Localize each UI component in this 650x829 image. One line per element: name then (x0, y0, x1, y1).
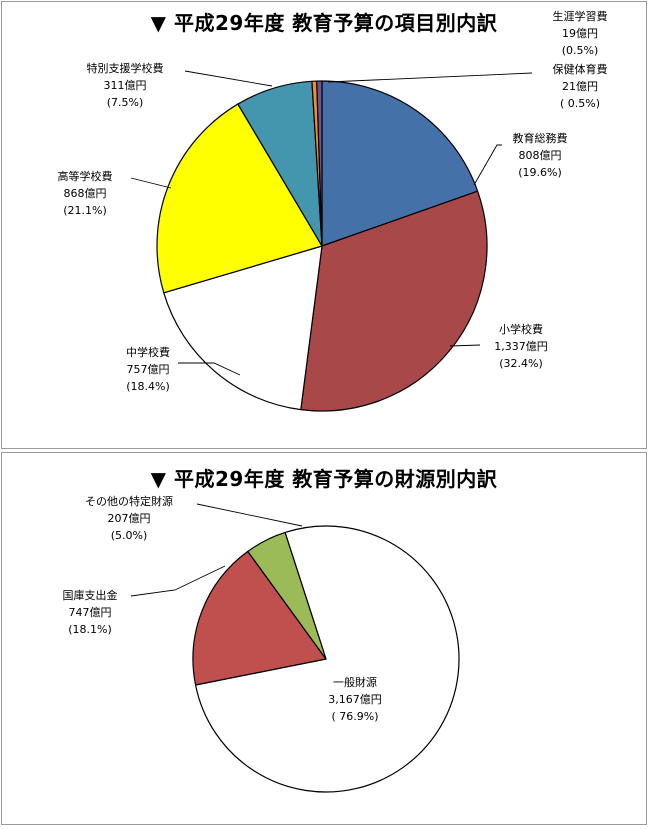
label-general-admin-percent: (19.6%) (518, 166, 562, 179)
pie1-slice-1 (300, 190, 488, 412)
pie2-slice-1 (192, 550, 327, 686)
label-general-funds: 一般財源 3,167億円 ( 76.9%) (315, 674, 395, 725)
label-special-support-name: 特別支援学校費 (86, 62, 164, 75)
label-health-pe-value: 21億円 (562, 80, 598, 93)
label-other-funds: その他の特定財源 207億円 (5.0%) (64, 493, 194, 544)
label-special-support-percent: (7.5%) (106, 96, 144, 109)
pie1-slice-6 (316, 80, 323, 247)
label-special-support: 特別支援学校費 311億円 (7.5%) (70, 60, 180, 111)
label-general-funds-percent: ( 76.9%) (331, 710, 379, 723)
label-national-subsidy-name: 国庫支出金 (62, 589, 118, 602)
pie2-leader-line-0 (196, 503, 303, 527)
label-high-school-value: 868億円 (63, 187, 107, 200)
label-general-admin-name: 教育総務費 (512, 132, 568, 145)
pie2-slice-0 (194, 525, 460, 793)
chart-panel-item-breakdown: ▼ 平成29年度 教育予算の項目別内訳 教育総務費 808億円 (19.6%) … (1, 1, 647, 449)
pie1-slice-3 (156, 103, 323, 294)
label-junior-high-value: 757億円 (126, 363, 170, 376)
chart-title-item-breakdown: ▼ 平成29年度 教育予算の項目別内訳 (150, 11, 498, 35)
pie1-slice-2 (163, 245, 323, 411)
label-junior-high-percent: (18.4%) (126, 380, 170, 393)
label-health-pe-name: 保健体育費 (552, 63, 608, 76)
label-special-support-value: 311億円 (103, 79, 147, 92)
pie1-leader-line-2 (178, 362, 241, 376)
label-high-school-percent: (21.1%) (63, 204, 107, 217)
label-lifelong-learning-percent: (0.5%) (561, 44, 599, 57)
label-elementary: 小学校費 1,337億円 (32.4%) (481, 321, 561, 372)
pie2-slice-2 (247, 531, 327, 660)
label-junior-high: 中学校費 757億円 (18.4%) (108, 344, 188, 395)
label-high-school: 高等学校費 868億円 (21.1%) (40, 168, 130, 219)
pie1-leader-line-1 (449, 344, 481, 347)
label-other-funds-percent: (5.0%) (110, 529, 148, 542)
label-elementary-value: 1,337億円 (494, 340, 548, 353)
label-national-subsidy-value: 747億円 (68, 606, 112, 619)
pie-chart-funding-breakdown (130, 503, 460, 793)
label-general-funds-name: 一般財源 (333, 676, 377, 689)
label-lifelong-learning-value: 19億円 (562, 27, 598, 40)
pie1-leader-line-0 (473, 144, 502, 186)
label-junior-high-name: 中学校費 (126, 346, 170, 359)
pie1-leader-line-3 (130, 177, 172, 189)
label-health-pe: 保健体育費 21億円 ( 0.5%) (540, 61, 620, 112)
label-other-funds-value: 207億円 (107, 512, 151, 525)
label-other-funds-name: その他の特定財源 (85, 495, 173, 508)
chart-title-funding-breakdown: ▼ 平成29年度 教育予算の財源別内訳 (150, 467, 498, 491)
label-elementary-name: 小学校費 (499, 323, 543, 336)
pie1-leader-line-5 (327, 72, 533, 83)
pie2-leader-line-1 (130, 565, 226, 597)
label-lifelong-learning-name: 生涯学習費 (552, 10, 608, 23)
label-national-subsidy-percent: (18.1%) (68, 623, 112, 636)
label-general-admin-value: 808億円 (518, 149, 562, 162)
label-lifelong-learning: 生涯学習費 19億円 (0.5%) (540, 8, 620, 59)
chart-panel-funding-breakdown: ▼ 平成29年度 教育予算の財源別内訳 一般財源 3,167億円 ( 76.9%… (1, 452, 647, 825)
label-general-admin: 教育総務費 808億円 (19.6%) (500, 130, 580, 181)
label-general-funds-value: 3,167億円 (328, 693, 382, 706)
pie1-leader-line-4 (184, 70, 273, 87)
label-health-pe-percent: ( 0.5%) (559, 97, 601, 110)
pie-chart-item-breakdown (130, 70, 533, 412)
label-elementary-percent: (32.4%) (499, 357, 543, 370)
label-high-school-name: 高等学校費 (57, 170, 113, 183)
label-national-subsidy: 国庫支出金 747億円 (18.1%) (50, 587, 130, 638)
